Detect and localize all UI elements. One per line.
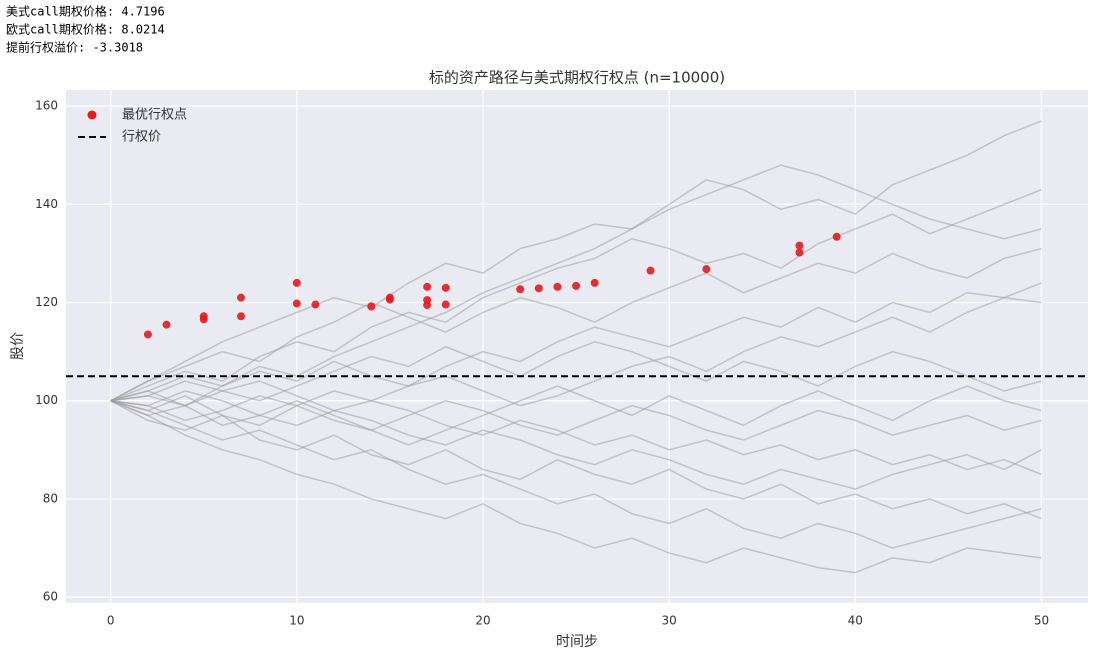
legend-label: 最优行权点	[122, 107, 187, 123]
price-path	[110, 390, 1042, 490]
price-path	[110, 400, 1042, 574]
exercise-point	[441, 300, 450, 309]
price-path	[110, 400, 1042, 520]
y-tick-label: 120	[35, 295, 58, 309]
exercise-point	[292, 278, 301, 287]
exercise-point	[553, 282, 562, 291]
price-path	[110, 120, 1042, 402]
exercise-point	[199, 315, 208, 324]
exercise-point	[572, 281, 581, 290]
exercise-point	[441, 283, 450, 292]
x-tick-label: 0	[107, 614, 115, 628]
x-axis-label: 时间步	[556, 634, 598, 650]
exercise-point	[534, 284, 543, 293]
price-path	[110, 296, 1042, 412]
exercise-point	[236, 312, 245, 321]
exercise-point	[646, 266, 655, 275]
price-path	[110, 188, 1042, 402]
x-tick-label: 30	[662, 614, 677, 628]
legend-label: 行权价	[122, 129, 161, 145]
exercise-point	[702, 265, 711, 274]
exercise-point	[423, 301, 432, 310]
y-tick-label: 100	[35, 393, 58, 407]
exercise-point	[311, 300, 320, 309]
price-path	[110, 395, 1042, 441]
y-axis-label: 股价	[10, 332, 26, 360]
price-path	[110, 164, 1042, 402]
exercise-point	[590, 278, 599, 287]
exercise-point	[162, 320, 171, 329]
x-tick-label: 40	[848, 614, 863, 628]
price-path	[110, 400, 1042, 549]
price-path	[110, 341, 1042, 402]
exercise-point	[236, 293, 245, 302]
exercise-point	[832, 232, 841, 241]
y-tick-label: 160	[35, 99, 58, 113]
exercise-point	[423, 282, 432, 291]
chart-title: 标的资产路径与美式期权行权点 (n=10000)	[429, 69, 725, 87]
price-path	[110, 385, 1042, 446]
exercise-point	[292, 299, 301, 308]
legend-swatch	[87, 110, 97, 120]
price-path	[110, 247, 1042, 402]
x-tick-label: 10	[289, 614, 304, 628]
x-tick-label: 50	[1034, 614, 1049, 628]
plot-area	[66, 90, 1088, 603]
exercise-point	[516, 285, 525, 294]
y-tick-label: 80	[43, 491, 58, 505]
output-line: 提前行权溢价: -3.3018	[6, 40, 143, 55]
y-tick-label: 140	[35, 197, 58, 211]
exercise-point	[143, 330, 152, 339]
exercise-point	[367, 302, 376, 311]
x-tick-label: 20	[475, 614, 490, 628]
price-path	[110, 282, 1042, 407]
exercise-point	[795, 241, 804, 250]
exercise-point	[795, 248, 804, 257]
y-tick-label: 60	[43, 590, 58, 604]
output-line: 欧式call期权价格: 8.0214	[6, 22, 165, 37]
exercise-point	[385, 295, 394, 304]
output-line: 美式call期权价格: 4.7196	[6, 4, 165, 19]
price-path	[110, 390, 1042, 476]
